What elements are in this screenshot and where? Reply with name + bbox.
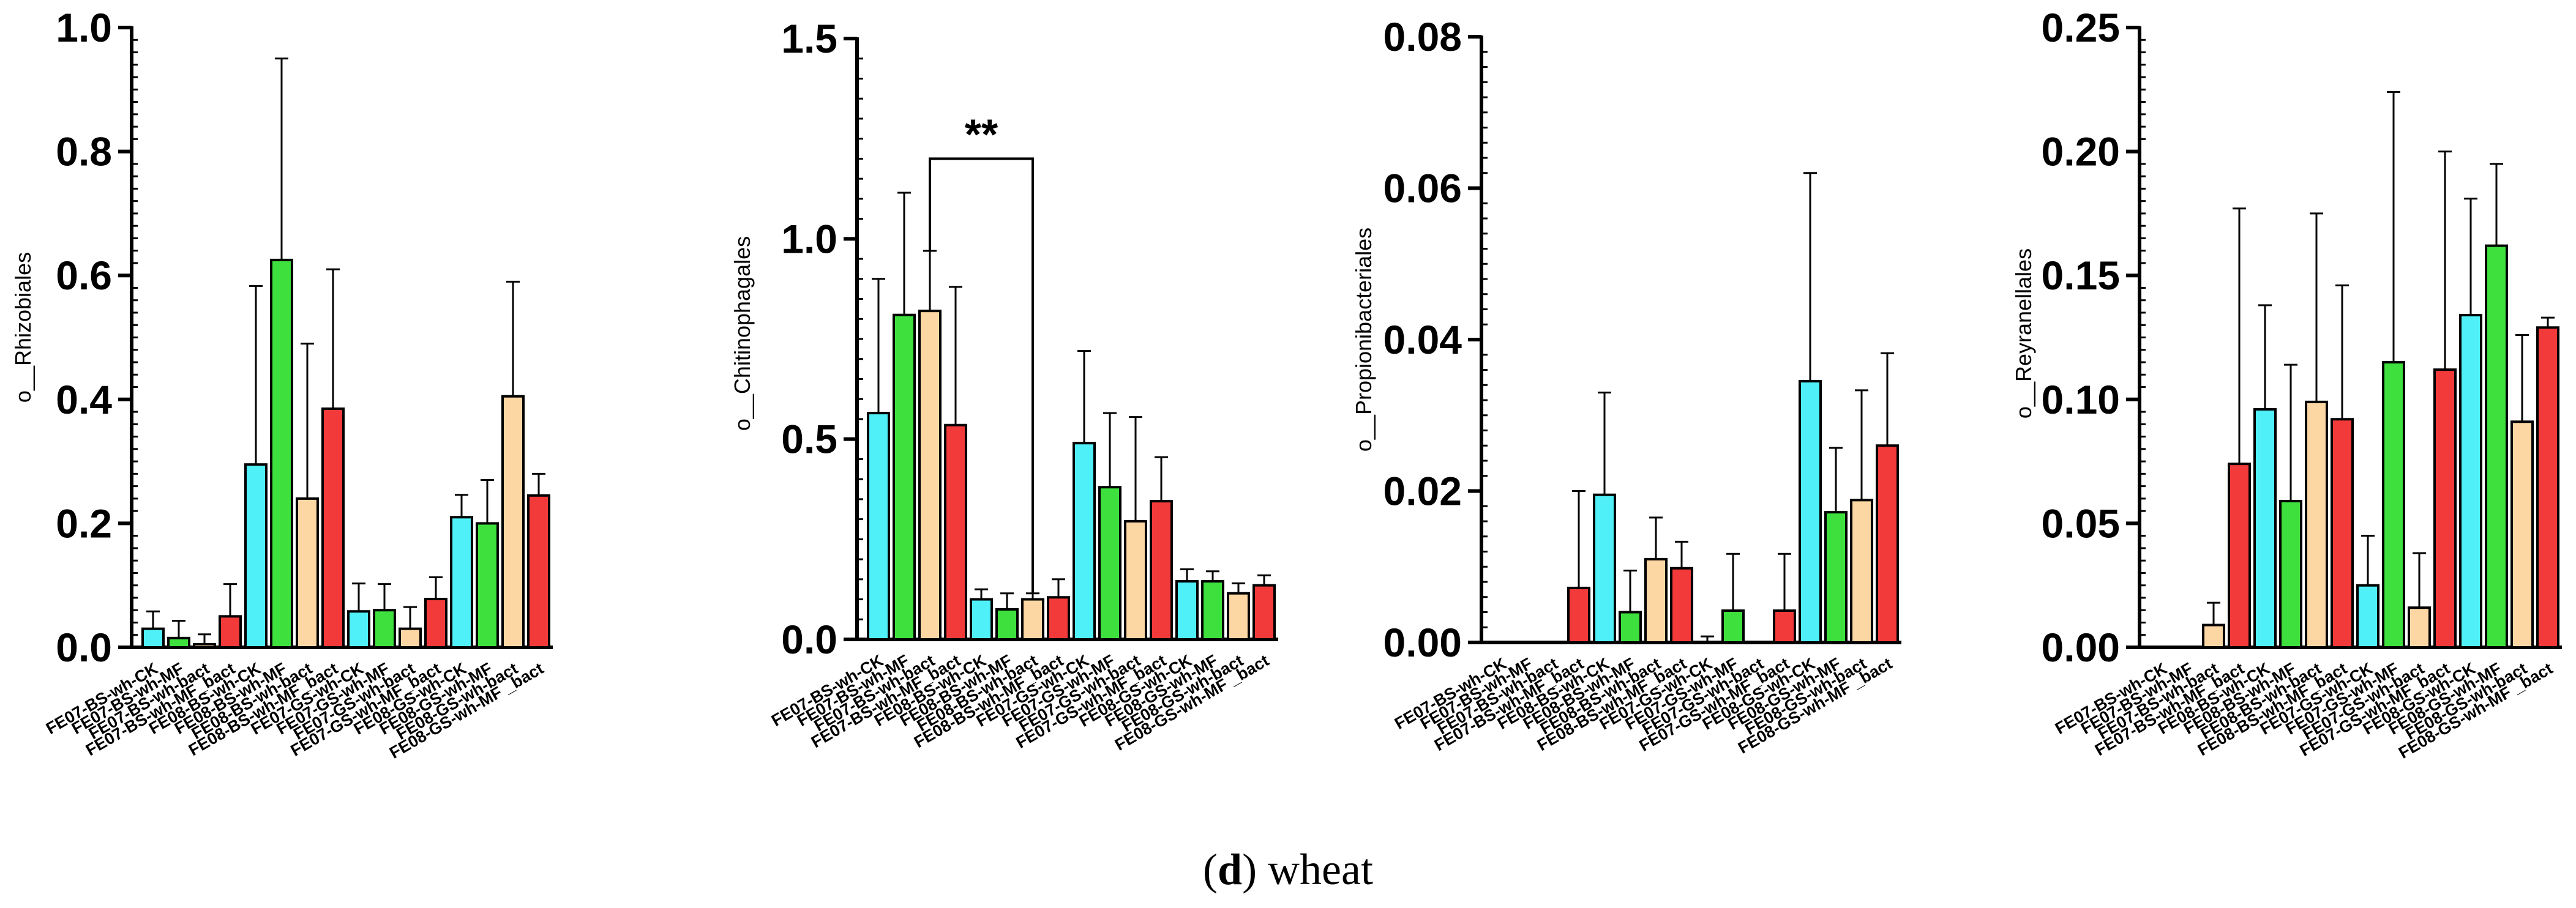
y-tick-label: 0.10	[2042, 377, 2120, 422]
y-tick-label: 0.6	[56, 253, 112, 298]
bar-fe08-bs-wh-mf-bact	[1047, 596, 1070, 641]
y-tick-label: 0.00	[2042, 625, 2120, 670]
bar-fe08-bs-wh-mf-bact	[321, 407, 345, 649]
caption-letter: d	[1218, 845, 1242, 894]
bar-fe07-bs-wh-bact	[918, 310, 942, 641]
figure-caption: (d) wheat	[1203, 845, 1373, 894]
bar-fe07-gs-wh-mf	[373, 609, 396, 649]
bar-fe08-gs-wh-ck	[450, 516, 473, 649]
bar-fe07-bs-wh-bact	[2202, 623, 2225, 649]
bar-fe08-bs-wh-bact	[296, 497, 319, 649]
y-axis-title: o__Chitinophagales	[730, 236, 755, 431]
y-tick-label: 0.02	[1383, 469, 1462, 514]
bar-fe08-gs-wh-bact	[501, 395, 525, 649]
bar-fe08-gs-wh-mf	[476, 522, 499, 649]
significance-label: **	[965, 110, 998, 158]
bar-fe08-gs-wh-mf	[1201, 580, 1224, 641]
y-tick-label: 1.5	[781, 16, 837, 61]
bar-fe08-bs-wh-bact	[2305, 400, 2328, 649]
y-tick-label: 0.15	[2042, 253, 2120, 298]
bar-fe08-gs-wh-ck	[2459, 314, 2482, 649]
y-tick-label: 0.8	[56, 129, 112, 174]
bar-fe07-gs-wh-ck	[1073, 442, 1096, 641]
y-tick-label: 0.20	[2042, 129, 2120, 174]
bar-fe07-bs-wh-ck	[867, 412, 890, 641]
bar-fe08-gs-wh-bact	[2510, 420, 2534, 649]
bar-fe08-gs-wh-bact	[1850, 499, 1873, 644]
panel-rhizobiales: 0.00.20.40.60.81.0o__RhizobialesFE07-BS-…	[10, 5, 553, 762]
bar-fe08-gs-wh-bact	[1227, 592, 1250, 641]
bar-fe07-gs-wh-ck	[347, 610, 370, 649]
bar-fe08-bs-wh-ck	[970, 598, 993, 641]
y-axis-title: o__Propionibacteriales	[1351, 228, 1376, 452]
y-tick-label: 0.04	[1383, 317, 1462, 362]
y-tick-label: 0.5	[781, 417, 837, 462]
bar-fe08-bs-wh-bact	[1021, 598, 1044, 641]
bar-fe08-bs-wh-ck	[244, 463, 268, 649]
y-tick-label: 0.25	[2042, 5, 2120, 50]
bar-fe08-gs-wh-mf-bact	[1876, 444, 1899, 644]
bar-fe08-gs-wh-mf-bact	[1252, 584, 1276, 641]
bar-fe07-gs-wh-mf	[1721, 609, 1745, 644]
bar-fe07-gs-wh-mf-bact	[2433, 368, 2457, 649]
bar-fe07-gs-wh-mf	[2382, 361, 2405, 649]
y-tick-label: 0.0	[781, 617, 837, 662]
bar-fe07-gs-wh-ck	[2356, 584, 2379, 649]
y-tick-label: 1.0	[781, 216, 837, 261]
y-tick-label: 0.00	[1383, 620, 1462, 665]
y-tick-label: 0.0	[56, 625, 112, 670]
bar-fe08-bs-wh-mf-bact	[2331, 418, 2354, 649]
y-tick-label: 0.08	[1383, 14, 1462, 59]
bar-fe08-bs-wh-ck	[2253, 408, 2277, 649]
bar-fe07-bs-wh-mf-bact	[2228, 463, 2251, 649]
panel-reyranellales: 0.00 0.05 0.10 0.15 0.20 0.25 o__Reyranellales…	[2011, 5, 2562, 762]
bar-fe08-gs-wh-mf	[2485, 244, 2508, 649]
bar-fe07-gs-wh-bact	[1124, 519, 1147, 641]
y-axis-title: o__Reyranellales	[2011, 248, 2036, 419]
bar-fe08-gs-wh-mf-bact	[527, 494, 550, 649]
bar-fe07-bs-wh-ck	[141, 627, 165, 649]
bar-fe07-gs-wh-mf-bact	[1150, 500, 1173, 641]
bar-fe07-bs-wh-mf-bact	[219, 615, 242, 649]
y-tick-label: 0.05	[2042, 501, 2120, 546]
bar-fe07-bs-wh-mf	[893, 313, 916, 641]
bar-fe07-bs-wh-bact	[193, 642, 216, 649]
bar-fe08-gs-wh-mf-bact	[2536, 326, 2559, 649]
bar-fe08-gs-wh-ck	[1175, 580, 1199, 641]
bar-fe08-bs-wh-mf	[995, 608, 1019, 641]
bar-fe08-bs-wh-mf	[1619, 611, 1642, 644]
bar-fe08-bs-wh-mf	[2279, 499, 2302, 649]
bar-fe08-bs-wh-ck	[1593, 493, 1616, 644]
bar-fe07-gs-wh-mf	[1098, 486, 1121, 641]
significance-bracket	[929, 157, 1034, 594]
bar-fe07-bs-wh-mf-bact	[1567, 586, 1590, 644]
bar-fe08-bs-wh-mf	[270, 258, 293, 649]
y-axis-title: o__Rhizobiales	[10, 252, 36, 403]
bar-fe07-gs-wh-bact	[399, 627, 422, 649]
y-tick-label: 0.4	[56, 377, 112, 422]
panel-chitinophagales: 0.00.51.01.5o__ChitinophagalesFE07-BS-wh…	[730, 16, 1278, 754]
bar-fe07-bs-wh-mf	[167, 636, 190, 649]
bar-fe07-gs-wh-bact	[2408, 606, 2431, 649]
panel-propionibacteriales: 0.00 0.02 0.04 0.06 0.08 o__Propionibacterial…	[1351, 14, 1901, 757]
bar-fe08-gs-wh-ck	[1799, 380, 1822, 644]
y-tick-label: 0.06	[1383, 166, 1462, 211]
bar-fe07-gs-wh-mf-bact	[1773, 609, 1796, 644]
y-tick-label: 0.2	[56, 501, 112, 546]
bar-fe08-gs-wh-mf	[1824, 511, 1848, 644]
bar-fe07-gs-wh-mf-bact	[424, 597, 447, 649]
bar-fe08-bs-wh-mf-bact	[1670, 567, 1693, 644]
bar-fe08-bs-wh-bact	[1644, 557, 1668, 644]
y-tick-label: 1.0	[56, 5, 112, 50]
bar-fe07-bs-wh-mf-bact	[944, 423, 967, 641]
